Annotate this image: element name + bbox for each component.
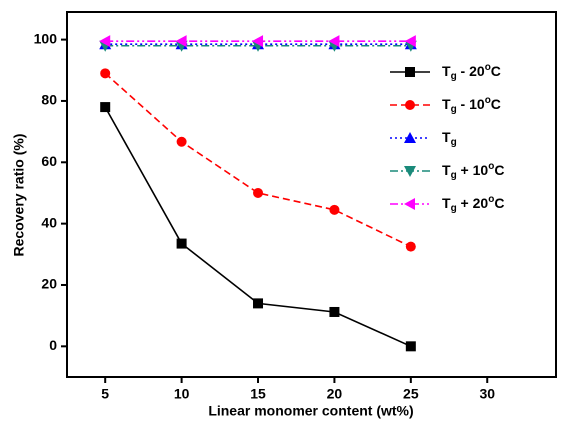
y-tick-label: 60 xyxy=(41,153,57,169)
legend-marker xyxy=(404,132,416,143)
legend-label: Tg - 20oC xyxy=(442,62,501,82)
marker xyxy=(253,187,264,198)
marker xyxy=(404,35,416,48)
legend-label: Tg xyxy=(442,129,457,148)
legend-label: Tg + 10oC xyxy=(442,161,504,181)
marker xyxy=(99,35,111,48)
marker xyxy=(176,136,187,147)
y-tick-label: 80 xyxy=(41,92,57,108)
plot-frame xyxy=(66,11,557,378)
x-tick-label: 15 xyxy=(250,386,266,402)
marker xyxy=(329,306,340,317)
x-tick-label: 20 xyxy=(327,386,343,402)
y-tick-label: 40 xyxy=(41,214,57,230)
legend-label: Tg - 10oC xyxy=(442,95,501,115)
x-axis-label: Linear monomer content (wt%) xyxy=(208,403,413,419)
marker xyxy=(329,204,340,215)
legend-marker xyxy=(404,198,415,210)
legend-marker xyxy=(405,100,415,110)
y-axis-label: Recovery ratio (%) xyxy=(11,134,27,257)
x-tick-label: 25 xyxy=(403,386,419,402)
x-tick-label: 5 xyxy=(101,386,109,402)
legend-label: Tg + 20oC xyxy=(442,194,504,214)
marker xyxy=(175,35,187,48)
series-line xyxy=(104,106,412,348)
y-tick-label: 100 xyxy=(34,30,58,46)
legend-marker xyxy=(405,67,415,77)
marker xyxy=(328,35,340,48)
marker xyxy=(253,298,264,309)
series-line xyxy=(104,72,412,248)
marker xyxy=(176,238,187,249)
y-tick-label: 20 xyxy=(41,276,57,292)
y-tick-label: 0 xyxy=(49,337,57,353)
marker xyxy=(405,241,416,252)
marker xyxy=(252,35,264,48)
legend-marker xyxy=(404,166,416,177)
x-tick-label: 30 xyxy=(479,386,495,402)
marker xyxy=(405,341,416,352)
x-tick-label: 10 xyxy=(174,386,190,402)
marker xyxy=(100,68,111,79)
marker xyxy=(100,102,111,113)
